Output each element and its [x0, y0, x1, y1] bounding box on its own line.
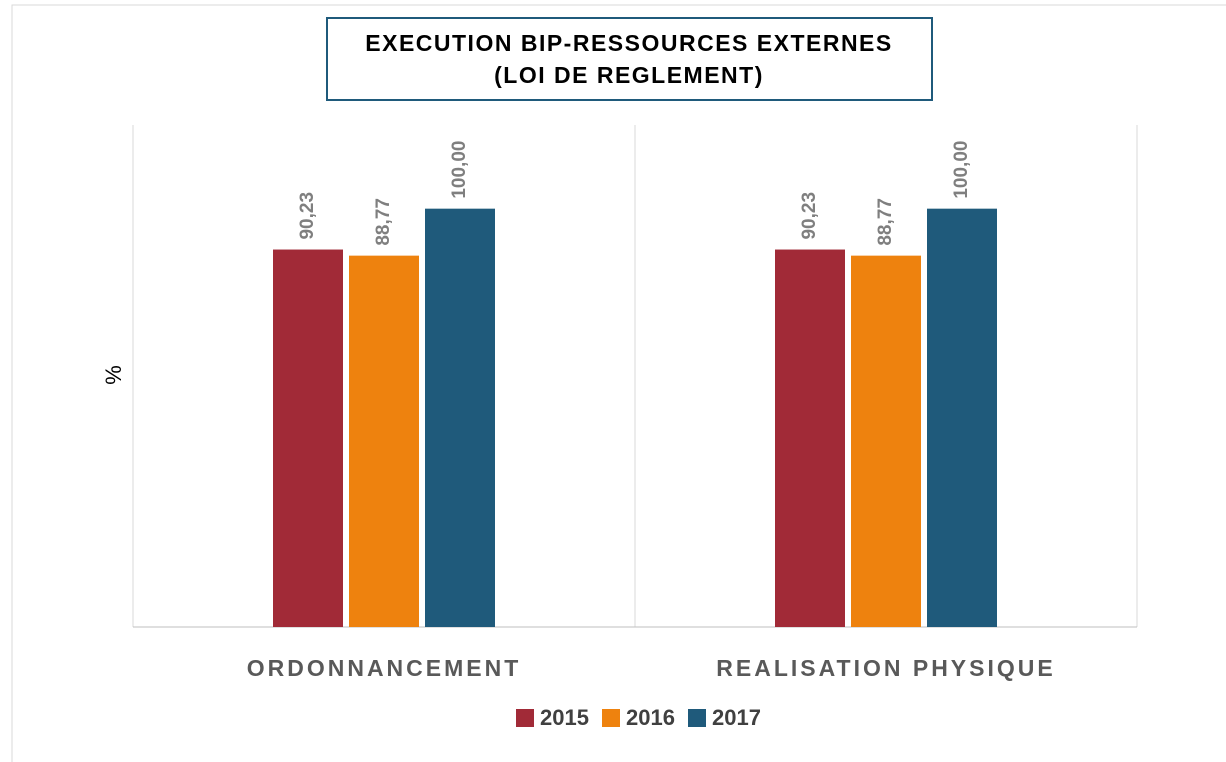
legend-label: 2016: [626, 705, 675, 730]
chart-title: EXECUTION BIP-RESSOURCES EXTERNES: [365, 30, 892, 56]
data-label: 88,77: [875, 198, 896, 246]
title-box: [326, 17, 933, 101]
chart-frame: [11, 4, 1226, 762]
data-label: 90,23: [297, 192, 318, 240]
legend-label: 2017: [712, 705, 761, 730]
data-label: 100,00: [951, 141, 972, 199]
x-tick-label: ORDONNANCEMENT: [247, 655, 522, 681]
chart-title: (LOI DE REGLEMENT): [494, 62, 764, 88]
bar: [349, 255, 419, 627]
legend-swatch: [516, 709, 534, 727]
bar: [273, 249, 343, 627]
y-axis-label: %: [101, 365, 126, 385]
bar: [425, 208, 495, 627]
x-tick-label: REALISATION PHYSIQUE: [716, 655, 1055, 681]
bar: [927, 208, 997, 627]
data-label: 100,00: [449, 141, 470, 199]
legend-swatch: [602, 709, 620, 727]
legend-label: 2015: [540, 705, 589, 730]
bar: [775, 249, 845, 627]
data-label: 88,77: [373, 198, 394, 246]
data-label: 90,23: [799, 192, 820, 240]
bar: [851, 255, 921, 627]
legend-swatch: [688, 709, 706, 727]
